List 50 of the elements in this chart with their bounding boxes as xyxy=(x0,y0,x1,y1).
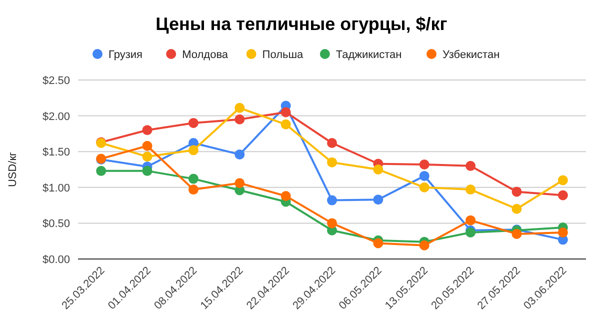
point xyxy=(142,166,152,176)
y-axis-title: USD/кг xyxy=(7,152,19,188)
legend-label: Грузия xyxy=(108,49,143,61)
y-tick-label: $0.50 xyxy=(42,218,70,230)
y-tick-label: $2.50 xyxy=(42,75,70,87)
point xyxy=(142,125,152,136)
point xyxy=(466,160,476,171)
point xyxy=(188,145,198,156)
y-tick-label: $1.50 xyxy=(42,146,70,159)
point xyxy=(188,174,198,184)
legend-label: Молдова xyxy=(182,49,229,61)
legend-label: Таджикистан xyxy=(336,49,402,61)
point xyxy=(188,184,198,195)
point xyxy=(419,240,430,250)
point xyxy=(373,238,384,248)
point xyxy=(327,138,337,148)
point xyxy=(280,119,291,130)
point xyxy=(373,194,384,205)
point xyxy=(234,149,245,160)
point xyxy=(280,190,291,201)
point xyxy=(466,184,476,195)
point xyxy=(512,204,522,214)
point xyxy=(512,186,522,197)
y-tick-label: $1.00 xyxy=(42,182,70,194)
point xyxy=(466,215,476,226)
y-tick-label: $2.00 xyxy=(42,110,70,123)
point xyxy=(327,218,337,228)
point xyxy=(234,102,245,113)
point xyxy=(558,175,568,186)
legend-label: Узбекистан xyxy=(442,49,500,61)
point xyxy=(419,170,430,181)
point xyxy=(419,159,430,170)
point xyxy=(234,178,245,188)
point xyxy=(558,228,568,238)
point xyxy=(466,228,476,238)
point xyxy=(188,118,198,128)
legend-label: Польша xyxy=(262,49,304,61)
point xyxy=(558,190,568,200)
point xyxy=(327,195,337,206)
point xyxy=(419,182,430,192)
point xyxy=(142,140,152,151)
point xyxy=(142,152,152,162)
y-tick-label: $0.00 xyxy=(42,254,70,266)
point xyxy=(96,166,106,176)
point xyxy=(234,114,245,124)
chart-title: Цены на тепличные огурцы, $/кг xyxy=(156,14,448,34)
point xyxy=(280,107,291,118)
point xyxy=(373,164,384,174)
point xyxy=(512,228,522,239)
point xyxy=(327,157,337,168)
